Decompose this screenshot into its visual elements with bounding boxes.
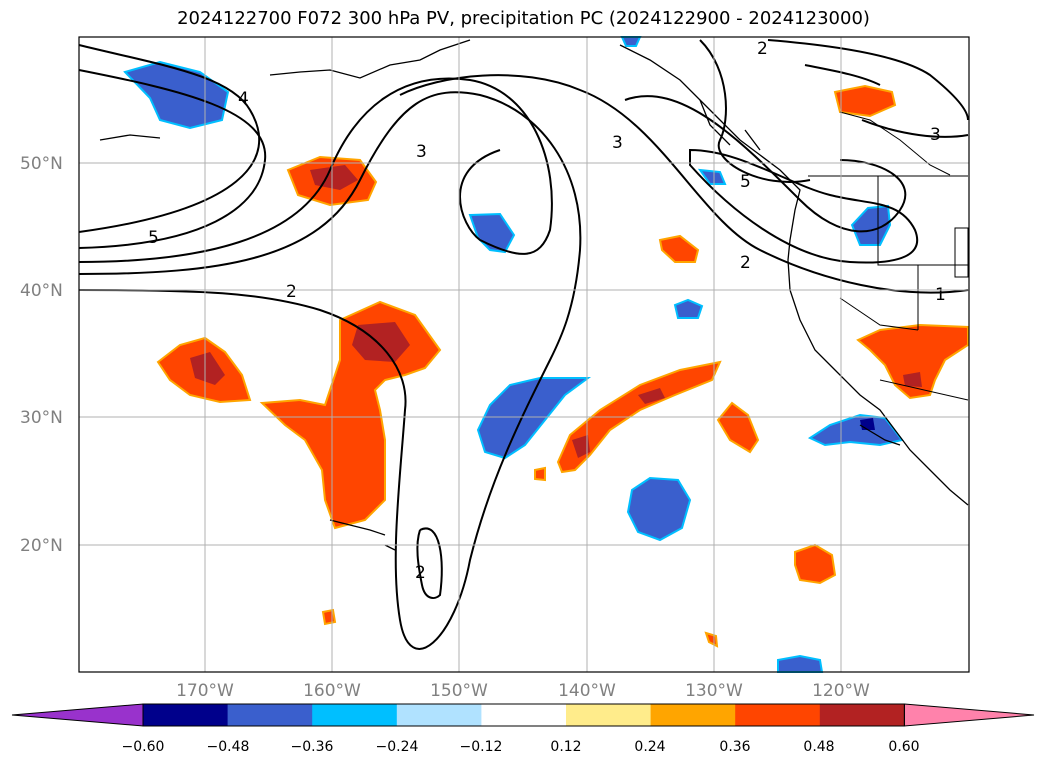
colorbar-segment xyxy=(650,704,736,726)
colorbar-segment xyxy=(735,704,821,726)
negative-anomaly xyxy=(850,204,892,246)
pv-contours xyxy=(78,39,969,650)
colorbar-tick-label: 0.48 xyxy=(803,739,834,755)
colorbar xyxy=(11,703,1035,727)
colorbar-extend-max xyxy=(903,703,1035,727)
lat-label: 20°N xyxy=(20,536,63,556)
lon-label: 130°W xyxy=(685,681,743,701)
colorbar-segment xyxy=(396,704,482,726)
colorbar-tick-label: 0.36 xyxy=(719,739,750,755)
negative-anomaly xyxy=(697,168,727,185)
precip-fields xyxy=(123,36,969,673)
positive-anomaly-core xyxy=(352,322,410,362)
negative-anomaly xyxy=(673,298,704,319)
contour-label: 2 xyxy=(740,253,751,273)
colorbar-extend-min xyxy=(11,703,144,727)
negative-anomaly xyxy=(626,476,692,542)
colorbar-tick-label: −0.12 xyxy=(460,739,503,755)
map-title: 2024122700 F072 300 hPa PV, precipitatio… xyxy=(177,8,870,29)
positive-anomaly xyxy=(716,401,760,454)
positive-anomaly-core xyxy=(638,388,665,404)
longitude-labels: 170°W 160°W 150°W 140°W 130°W 120°W xyxy=(176,681,870,701)
lat-label: 30°N xyxy=(20,408,63,428)
contour-label: 5 xyxy=(740,172,751,192)
contour-label: 1 xyxy=(935,285,946,305)
lon-label: 140°W xyxy=(558,681,616,701)
negative-anomaly-core xyxy=(860,418,875,430)
colorbar-segment xyxy=(566,704,652,726)
positive-anomaly-core xyxy=(190,352,225,385)
positive-anomaly-core xyxy=(572,435,590,458)
contour-label: 3 xyxy=(930,125,941,145)
positive-anomaly xyxy=(534,466,546,482)
lon-label: 160°W xyxy=(303,681,361,701)
negative-anomaly xyxy=(476,377,592,460)
lat-label: 50°N xyxy=(20,154,63,174)
contour-label: 2 xyxy=(757,39,768,59)
lon-label: 170°W xyxy=(176,681,234,701)
contour-label-group: 4 3 5 2 2 2 3 5 2 1 3 xyxy=(148,39,946,583)
colorbar-segment xyxy=(312,704,398,726)
coastlines xyxy=(99,39,969,551)
lat-label: 40°N xyxy=(20,281,63,301)
negative-anomaly xyxy=(123,60,230,130)
lon-label: 120°W xyxy=(812,681,870,701)
contour-label: 4 xyxy=(238,89,249,109)
latitude-labels: 50°N 40°N 30°N 20°N xyxy=(20,154,63,556)
colorbar-tick-label: 0.12 xyxy=(550,739,581,755)
colorbar-segment xyxy=(143,704,229,726)
colorbar-tick-label: −0.48 xyxy=(207,739,250,755)
negative-anomaly xyxy=(620,36,642,47)
colorbar-tick-label: 0.60 xyxy=(888,739,919,755)
contour-label: 3 xyxy=(612,133,623,153)
colorbar-segment xyxy=(819,704,905,726)
lon-label: 150°W xyxy=(430,681,488,701)
colorbar-tick-label: −0.60 xyxy=(122,739,165,755)
positive-anomaly xyxy=(856,323,969,400)
colorbar-segment xyxy=(481,704,567,726)
colorbar-tick-label: −0.36 xyxy=(291,739,334,755)
contour-label: 2 xyxy=(286,282,297,302)
positive-anomaly xyxy=(794,543,837,585)
colorbar-ticks: −0.60 −0.48 −0.36 −0.24 −0.12 0.12 0.24 … xyxy=(122,739,920,755)
colorbar-segment xyxy=(227,704,313,726)
positive-anomaly xyxy=(658,234,700,263)
contour-label: 5 xyxy=(148,228,159,248)
borders xyxy=(808,111,969,401)
colorbar-outline xyxy=(142,703,905,727)
negative-anomaly xyxy=(777,654,824,673)
positive-anomaly xyxy=(556,360,722,474)
gridlines xyxy=(79,37,969,672)
positive-anomaly xyxy=(321,608,337,626)
plot-frame xyxy=(78,36,970,673)
colorbar-tick-label: −0.24 xyxy=(376,739,419,755)
contour-label: 3 xyxy=(416,142,427,162)
positive-anomaly-core xyxy=(903,372,922,387)
contour-label: 2 xyxy=(415,563,426,583)
colorbar-tick-label: 0.24 xyxy=(634,739,665,755)
